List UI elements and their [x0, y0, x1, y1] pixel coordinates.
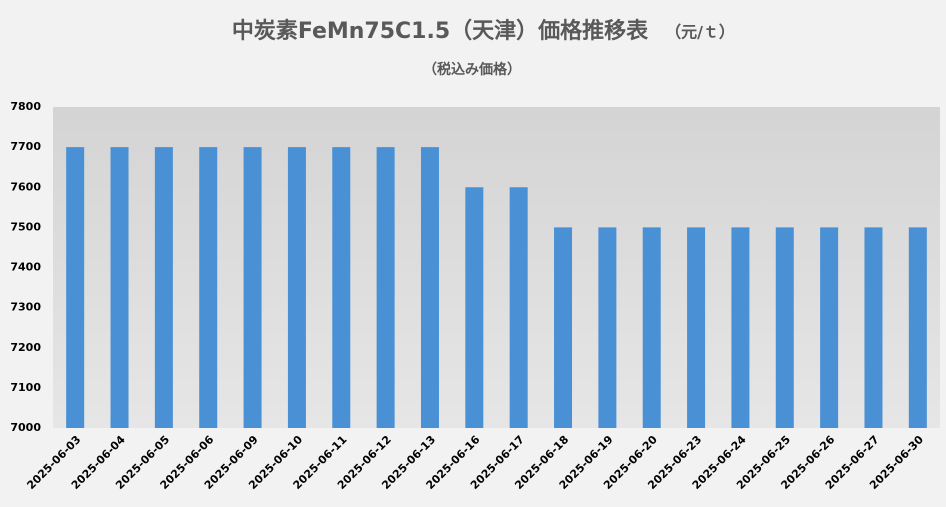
y-tick-label: 7600 — [10, 180, 41, 193]
bar — [243, 147, 262, 428]
bar — [731, 227, 750, 428]
y-tick-label: 7100 — [10, 381, 41, 394]
bar — [687, 227, 706, 428]
bar — [287, 147, 306, 428]
y-tick-label: 7300 — [10, 301, 41, 314]
y-tick-label: 7800 — [10, 100, 41, 113]
bar — [820, 227, 839, 428]
bar — [465, 187, 484, 428]
y-tick-label: 7200 — [10, 341, 41, 354]
bar — [199, 147, 218, 428]
y-tick-label: 7400 — [10, 261, 41, 274]
bar — [908, 227, 927, 428]
bar — [332, 147, 351, 428]
chart-subtitle: （税込み価格） — [423, 61, 521, 78]
bar — [642, 227, 661, 428]
y-tick-label: 7700 — [10, 140, 41, 153]
chart-title: 中炭素FeMn75C1.5（天津）価格推移表 — [232, 18, 649, 44]
bar — [420, 147, 439, 428]
chart-title-unit: （元/ｔ） — [665, 23, 735, 42]
plot-area — [53, 107, 940, 428]
bar — [864, 227, 883, 428]
bar — [775, 227, 794, 428]
bar — [110, 147, 129, 428]
bar — [376, 147, 395, 428]
bar — [154, 147, 173, 428]
bar — [598, 227, 617, 428]
y-tick-label: 7000 — [10, 421, 41, 434]
bar — [66, 147, 85, 428]
bar — [554, 227, 573, 428]
y-tick-label: 7500 — [10, 220, 41, 233]
bar — [509, 187, 528, 428]
